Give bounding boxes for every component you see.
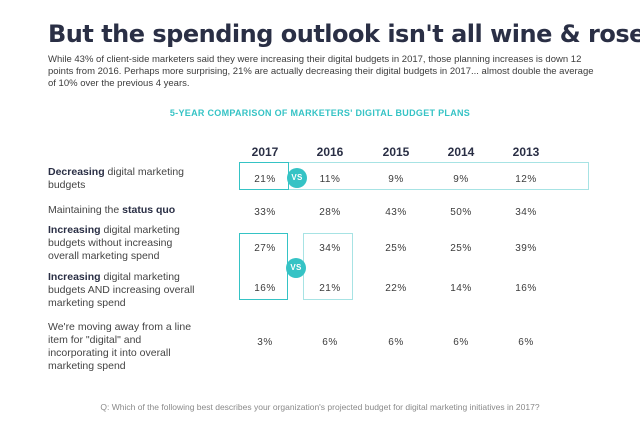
value-cell-2014: 6% — [453, 337, 469, 348]
value-cell-2016: 34% — [319, 243, 341, 254]
vs-badge-decreasing: VS — [287, 168, 307, 188]
year-header-2016: 2016 — [316, 145, 344, 159]
value-cell-2016: 21% — [319, 283, 341, 294]
value-cell-2013: 34% — [515, 207, 537, 218]
value-cell-2013: 12% — [515, 174, 537, 185]
row-label-2: Maintaining the status quo — [48, 204, 176, 216]
row-label-1: Decreasing digital marketing budgets — [48, 166, 184, 191]
year-header-2014: 2014 — [447, 145, 475, 159]
value-cell-2015: 25% — [385, 243, 407, 254]
value-cell-2017: 33% — [254, 207, 276, 218]
intro-paragraph: While 43% of client-side marketers said … — [48, 54, 594, 89]
row-label-5: We're moving away from a line item for "… — [48, 321, 192, 372]
headline: But the spending outlook isn't all wine … — [48, 20, 640, 48]
value-cell-2017: 21% — [254, 174, 276, 185]
survey-question-footnote: Q: Which of the following best describes… — [100, 402, 540, 412]
row-label-emphasis: Increasing — [48, 224, 101, 236]
row-label-3: Increasing digital marketing budgets wit… — [48, 224, 180, 262]
value-cell-2015: 9% — [388, 174, 404, 185]
table-title: 5-YEAR COMPARISON OF MARKETERS' DIGITAL … — [169, 108, 471, 118]
value-cell-2014: 14% — [450, 283, 472, 294]
value-cell-2016: 28% — [319, 207, 341, 218]
value-cell-2017: 3% — [257, 337, 273, 348]
value-cell-2013: 39% — [515, 243, 537, 254]
row-label-4: Increasing digital marketing budgets AND… — [48, 271, 195, 309]
value-cell-2014: 25% — [450, 243, 472, 254]
value-cell-2015: 22% — [385, 283, 407, 294]
value-cell-2016: 6% — [322, 337, 338, 348]
value-cell-2014: 50% — [450, 207, 472, 218]
value-cell-2015: 43% — [385, 207, 407, 218]
value-cell-2017: 16% — [254, 283, 276, 294]
row-label-emphasis: status quo — [122, 204, 176, 216]
value-cell-2013: 6% — [518, 337, 534, 348]
value-cell-2015: 6% — [388, 337, 404, 348]
vs-badge-increasing: VS — [286, 258, 306, 278]
value-cell-2013: 16% — [515, 283, 537, 294]
row-label-emphasis: Decreasing — [48, 166, 105, 178]
value-cell-2017: 27% — [254, 243, 276, 254]
value-cell-2016: 11% — [319, 174, 341, 185]
value-cell-2014: 9% — [453, 174, 469, 185]
year-header-2015: 2015 — [382, 145, 410, 159]
year-header-2017: 2017 — [251, 145, 279, 159]
row-label-emphasis: Increasing — [48, 271, 101, 283]
year-header-2013: 2013 — [512, 145, 540, 159]
